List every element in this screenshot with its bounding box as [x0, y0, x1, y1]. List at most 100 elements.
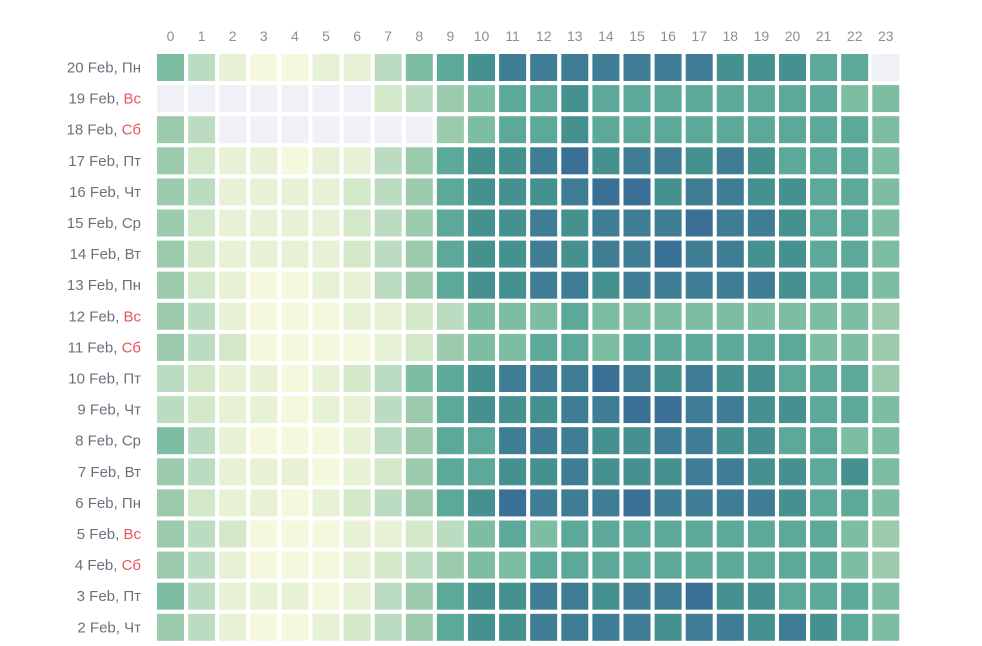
heatmap-cell	[219, 240, 247, 268]
heatmap-cell	[157, 427, 184, 455]
heatmap-cell	[654, 333, 682, 361]
heatmap-cell	[157, 551, 184, 579]
heatmap-cell	[281, 551, 309, 579]
heatmap-cell	[747, 333, 775, 361]
heatmap-cell	[343, 54, 371, 81]
hour-label-15: 15	[629, 28, 645, 44]
hour-label-6: 6	[353, 28, 361, 44]
heatmap-cell	[250, 582, 278, 610]
heatmap-cell	[810, 489, 838, 517]
row-weekday: Вс	[123, 91, 141, 108]
heatmap-cell	[436, 85, 464, 113]
heatmap-cell	[405, 551, 433, 579]
heatmap-cell	[343, 365, 371, 392]
heatmap-cell	[561, 489, 589, 517]
heatmap-cell	[872, 582, 900, 610]
heatmap-cell	[810, 396, 838, 424]
heatmap-cell	[281, 302, 309, 330]
heatmap-cell	[436, 551, 464, 579]
heatmap-cell	[219, 333, 247, 361]
heatmap-cell	[561, 209, 589, 237]
row-date: 4 Feb,	[75, 557, 122, 574]
heatmap-cell	[468, 54, 495, 81]
row-date: 7 Feb,	[78, 464, 125, 481]
heatmap-cell	[468, 147, 495, 175]
heatmap-cells	[157, 54, 900, 641]
heatmap-cell	[157, 85, 184, 113]
heatmap-cell	[499, 396, 527, 424]
heatmap-cell	[841, 271, 869, 299]
heatmap-cell	[405, 613, 433, 641]
heatmap-cell	[685, 520, 713, 548]
heatmap-cell	[841, 240, 869, 268]
heatmap-cell	[592, 85, 620, 113]
heatmap-cell	[499, 271, 527, 299]
heatmap-cell	[561, 147, 589, 175]
row-weekday: Чт	[124, 402, 141, 419]
hour-label-0: 0	[167, 28, 175, 44]
row-weekday: Вт	[125, 464, 142, 481]
heatmap-cell	[219, 302, 247, 330]
heatmap-cell	[561, 178, 589, 206]
heatmap-cell	[157, 613, 184, 641]
heatmap-cell	[405, 209, 433, 237]
heatmap-cell	[157, 54, 184, 81]
heatmap-cell	[281, 520, 309, 548]
heatmap-cell	[250, 240, 278, 268]
heatmap-cell	[250, 489, 278, 517]
heatmap-cell	[157, 365, 184, 392]
heatmap-cell	[468, 333, 495, 361]
heatmap-cell	[561, 240, 589, 268]
row-label: 12 Feb, Вс	[68, 308, 141, 325]
heatmap-cell	[281, 147, 309, 175]
heatmap-cell	[343, 333, 371, 361]
row-date: 19 Feb,	[68, 91, 123, 108]
heatmap-cell	[592, 302, 620, 330]
row-weekday: Вт	[125, 246, 142, 263]
heatmap-cell	[623, 333, 651, 361]
heatmap-cell	[405, 85, 433, 113]
heatmap-cell	[841, 209, 869, 237]
heatmap-cell	[312, 333, 340, 361]
heatmap-cell	[157, 396, 184, 424]
heatmap-cell	[716, 147, 744, 175]
heatmap-cell	[779, 613, 806, 641]
heatmap-cell	[747, 365, 775, 392]
heatmap-cell	[685, 365, 713, 392]
heatmap-cell	[312, 271, 340, 299]
heatmap-cell	[592, 520, 620, 548]
heatmap-cell	[561, 116, 589, 144]
heatmap-cell	[872, 365, 900, 392]
heatmap-cell	[499, 302, 527, 330]
heatmap-cell	[685, 147, 713, 175]
row-weekday: Пн	[122, 495, 141, 512]
heatmap-cell	[281, 333, 309, 361]
heatmap-cell	[747, 240, 775, 268]
heatmap-cell	[250, 209, 278, 237]
heatmap-cell	[654, 302, 682, 330]
heatmap-cell	[157, 209, 184, 237]
row-date: 9 Feb,	[77, 402, 124, 419]
heatmap-cell	[188, 582, 216, 610]
heatmap-cell	[623, 178, 651, 206]
heatmap-cell	[779, 365, 806, 392]
heatmap-cell	[343, 178, 371, 206]
row-weekday: Сб	[122, 339, 141, 356]
heatmap-cell	[530, 396, 558, 424]
heatmap-cell	[468, 240, 495, 268]
heatmap-cell	[685, 333, 713, 361]
heatmap-cell	[343, 147, 371, 175]
heatmap-cell	[779, 178, 806, 206]
heatmap-cell	[747, 271, 775, 299]
heatmap-cell	[157, 489, 184, 517]
heatmap-cell	[779, 302, 806, 330]
heatmap-cell	[779, 396, 806, 424]
heatmap-cell	[872, 54, 900, 81]
heatmap-cell	[250, 520, 278, 548]
heatmap-cell	[157, 582, 184, 610]
heatmap-cell	[188, 427, 216, 455]
heatmap-cell	[810, 582, 838, 610]
heatmap-cell	[810, 240, 838, 268]
heatmap-cell	[779, 551, 806, 579]
heatmap-cell	[312, 54, 340, 81]
